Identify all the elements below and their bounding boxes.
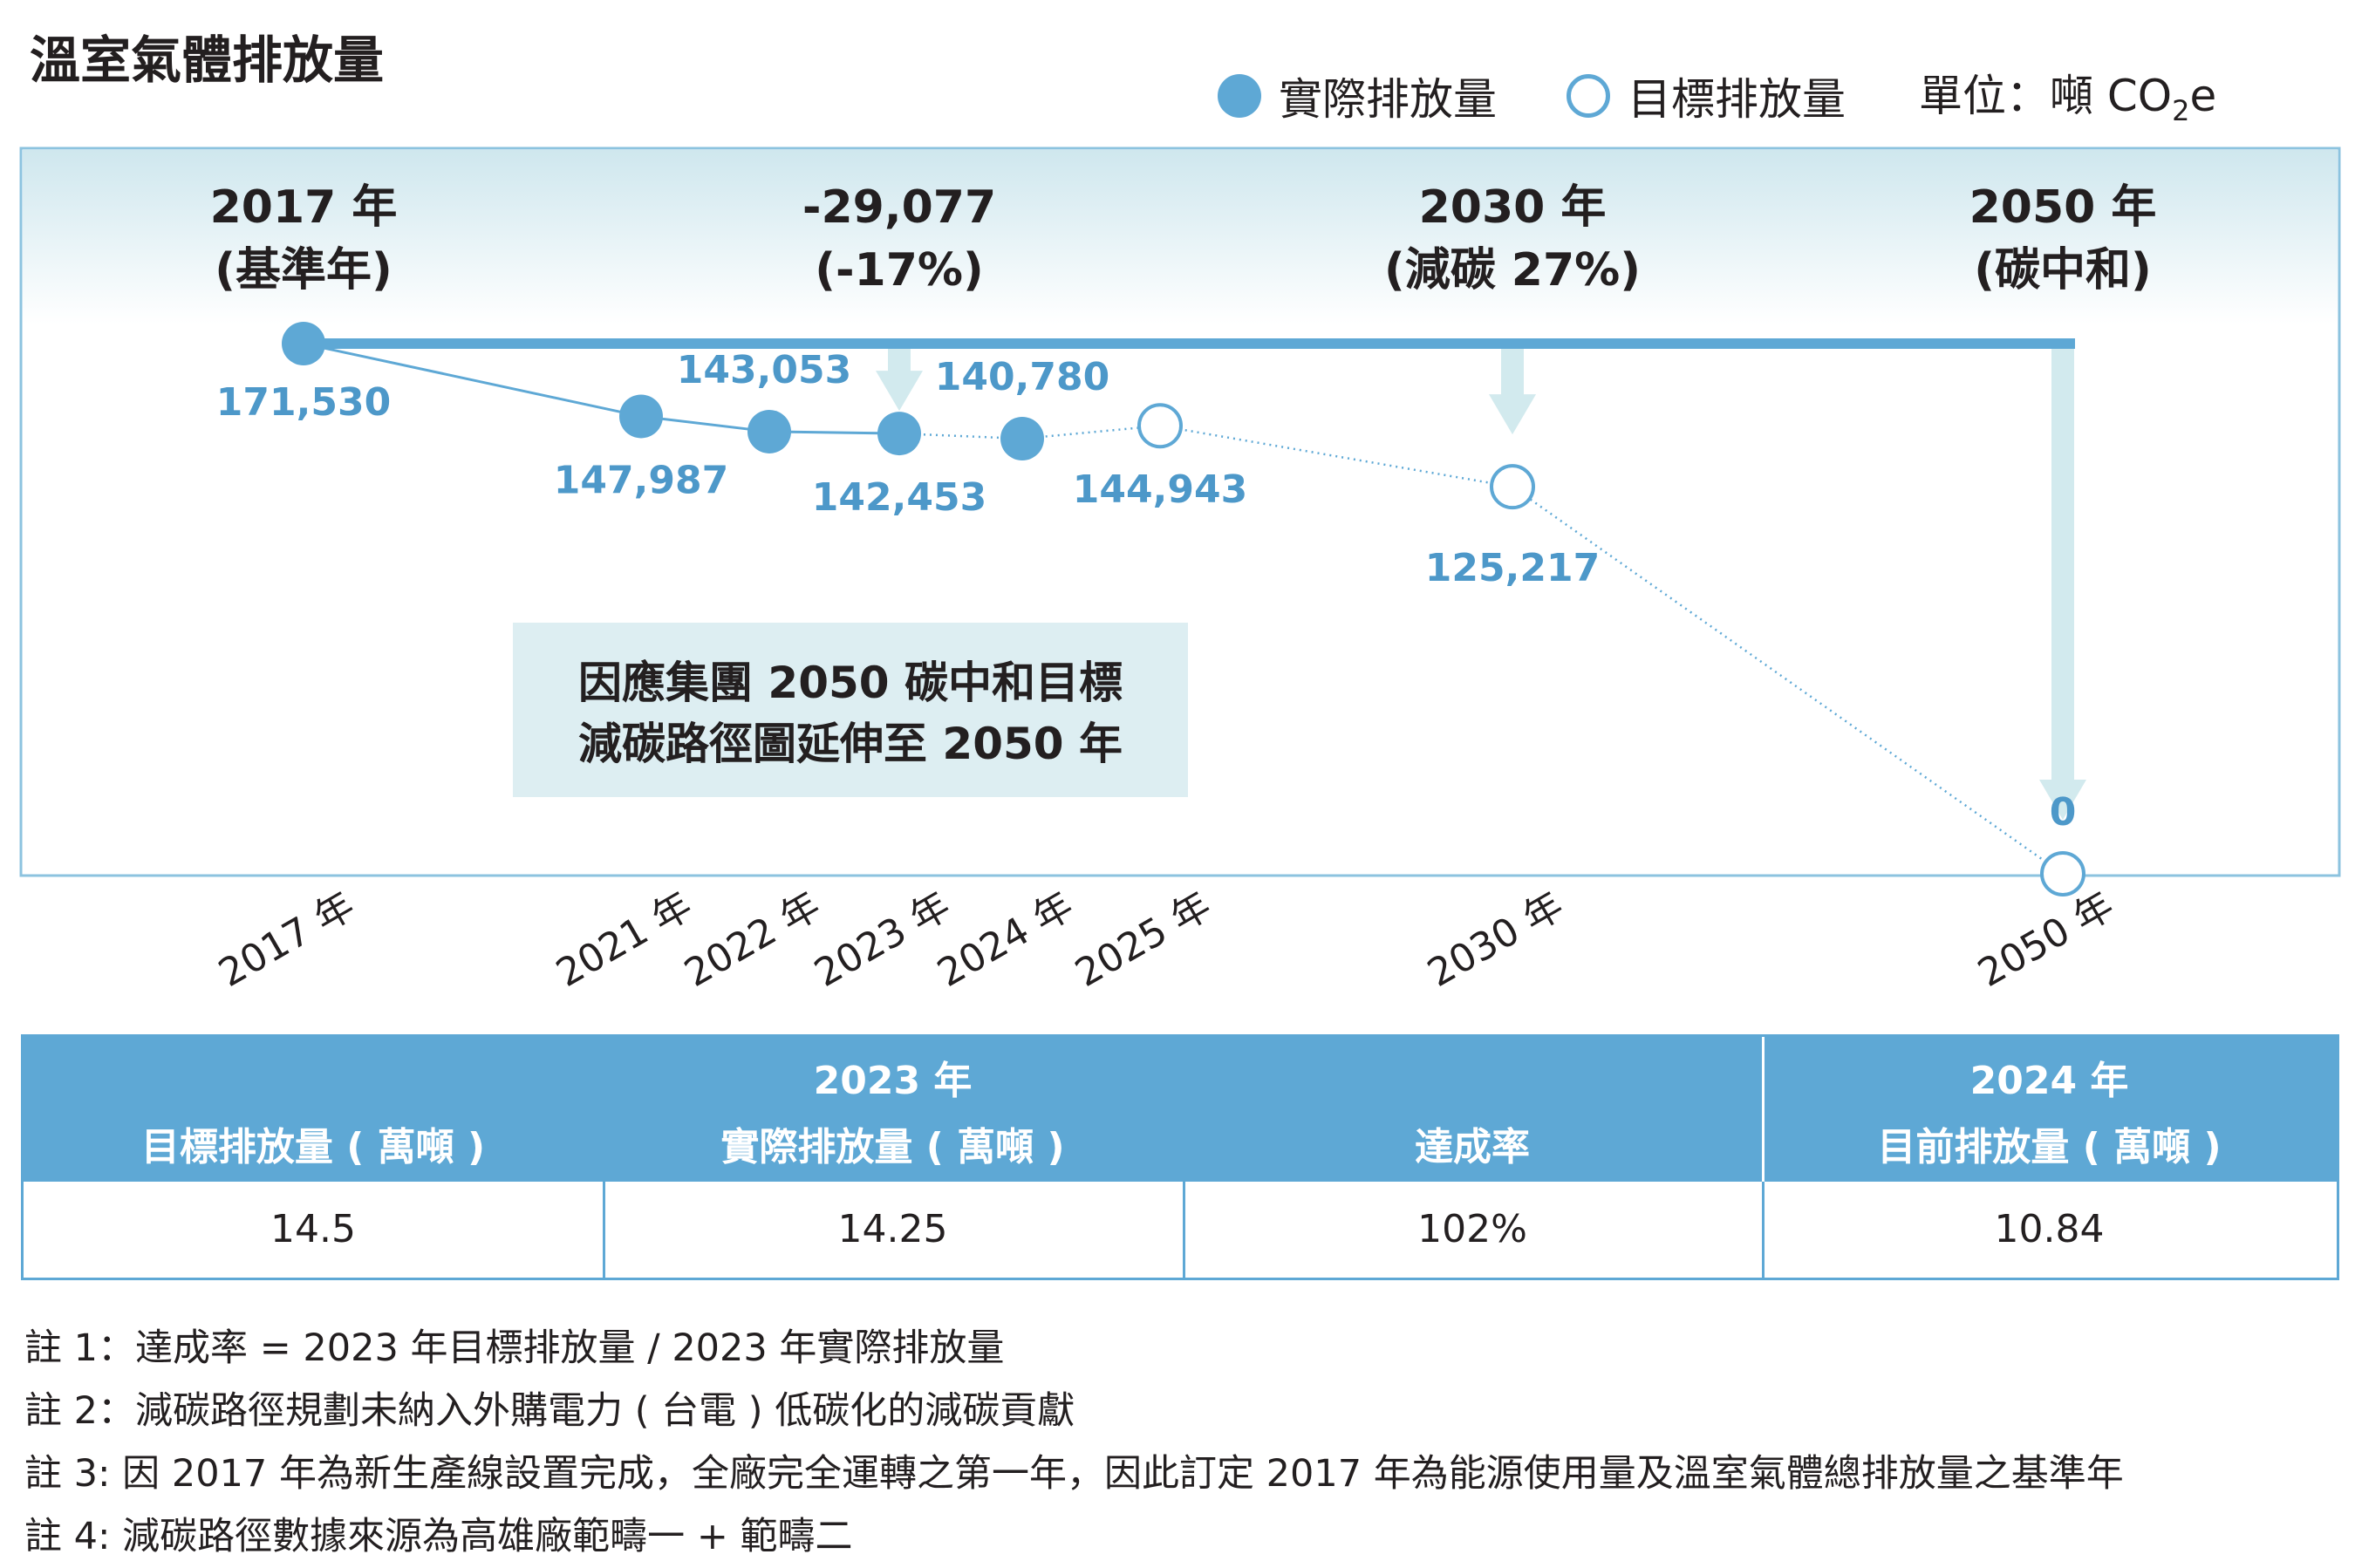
annotation-box	[513, 623, 1188, 797]
target-point	[1137, 403, 1183, 449]
arrow-2030	[1489, 349, 1536, 435]
data-label: 144,943	[1073, 467, 1247, 512]
footnote-2: 註 2：減碳路徑規劃未納入外購電力 ( 台電 ) 低碳化的減碳貢獻	[24, 1389, 1075, 1433]
target-point	[2040, 851, 2085, 896]
row-divider	[603, 1182, 605, 1278]
row-divider	[1762, 1182, 1765, 1278]
x-tick-label: 2024 年	[930, 883, 1081, 996]
row-divider	[1183, 1182, 1185, 1278]
filled-circle-icon	[1218, 74, 1261, 118]
x-tick-label: 2017 年	[211, 883, 362, 996]
summary-table: 2023 年 2024 年 目標排放量 ( 萬噸 ) 實際排放量 ( 萬噸 ) …	[21, 1034, 2339, 1280]
actual-point	[747, 409, 791, 453]
header-divider	[1762, 1037, 1765, 1182]
annotation-line: 因應集團 2050 碳中和目標	[578, 658, 1123, 708]
actual-point	[1000, 416, 1044, 460]
data-label: 125,217	[1425, 546, 1600, 590]
footnote-3: 註 3: 因 2017 年為新生產線設置完成，全廠完全運轉之第一年，因此訂定 2…	[24, 1452, 2124, 1496]
group-header-2023: 2023 年	[813, 1059, 973, 1103]
target-point	[1490, 464, 1535, 510]
footnote-1: 註 1：達成率 = 2023 年目標排放量 / 2023 年實際排放量	[24, 1326, 1005, 1370]
milestone-label: 2030 年 (減碳 27%)	[1384, 181, 1641, 297]
actual-series-line	[303, 342, 900, 435]
milestone-line1: 2030 年	[1419, 181, 1607, 234]
legend-actual: 實際排放量	[1218, 61, 1497, 131]
arrow-head	[2039, 780, 2086, 820]
x-tick-label: 2022 年	[677, 883, 828, 996]
milestone-label: 2017 年 (基準年)	[210, 181, 398, 297]
group-header-2024: 2024 年	[1969, 1059, 2129, 1103]
header-actual: 實際排放量 ( 萬噸 )	[720, 1125, 1065, 1169]
x-tick-label: 2023 年	[807, 883, 958, 996]
milestone-line1: -29,077	[802, 181, 996, 234]
milestone-line2: (基準年)	[215, 244, 392, 297]
table-header: 2023 年 2024 年 目標排放量 ( 萬噸 ) 實際排放量 ( 萬噸 ) …	[24, 1037, 2337, 1182]
annotation-line: 減碳路徑圖延伸至 2050 年	[578, 719, 1123, 769]
data-label: 143,053	[677, 348, 851, 392]
footnote-4: 註 4: 減碳路徑數據來源為高雄廠範疇一 + 範疇二	[24, 1515, 853, 1558]
milestone-label: -29,077 (-17%)	[802, 181, 996, 297]
milestone-line2: (減碳 27%)	[1384, 244, 1641, 297]
milestone-line2: (碳中和)	[1974, 244, 2152, 297]
x-tick-label: 2030 年	[1420, 883, 1571, 996]
milestone-line1: 2050 年	[1969, 181, 2157, 234]
actual-point	[877, 412, 921, 456]
x-tick-label: 2021 年	[549, 883, 700, 996]
legend-target: 目標排放量	[1567, 61, 1846, 131]
arrow-head	[876, 371, 923, 412]
cell-current: 10.84	[1994, 1207, 2105, 1251]
hollow-circle-icon	[1567, 74, 1610, 118]
header-achievement: 達成率	[1415, 1125, 1530, 1169]
arrow-shaft	[1501, 349, 1524, 400]
legend-actual-label: 實際排放量	[1279, 74, 1497, 125]
milestone-line1: 2017 年	[210, 181, 398, 234]
data-label: 0	[2050, 790, 2077, 835]
actual-point	[619, 394, 663, 439]
data-label: 142,453	[812, 475, 986, 520]
header-band	[23, 150, 2338, 324]
footnotes: 註 1：達成率 = 2023 年目標排放量 / 2023 年實際排放量 註 2：…	[24, 1317, 2124, 1568]
milestone-line2: (-17%)	[815, 244, 984, 297]
x-tick-label: 2025 年	[1068, 883, 1218, 996]
page-title: 溫室氣體排放量	[30, 31, 385, 90]
data-label: 140,780	[935, 355, 1109, 399]
header-target: 目標排放量 ( 萬噸 )	[140, 1125, 486, 1169]
data-label: 171,530	[216, 380, 391, 425]
legend-target-label: 目標排放量	[1628, 74, 1846, 125]
cell-actual: 14.25	[837, 1207, 948, 1251]
actual-point	[282, 322, 325, 365]
emission-chart: 171,530 147,987 143,053 142,453 140,780 144,9…	[19, 147, 2341, 996]
arrow-2050	[2039, 349, 2086, 820]
table-row: 14.5 14.25 102% 10.84	[24, 1182, 2337, 1278]
arrow-head	[1489, 394, 1536, 435]
milestone-label: 2050 年 (碳中和)	[1969, 181, 2157, 297]
cell-target: 14.5	[270, 1207, 356, 1251]
x-tick-label: 2050 年	[1970, 883, 2121, 996]
unit-label: 單位：噸 CO2e	[1919, 71, 2217, 127]
target-series-line	[898, 424, 2064, 876]
data-label: 147,987	[554, 458, 728, 502]
arrow-2023	[876, 349, 923, 412]
arrow-shaft	[2051, 349, 2074, 785]
cell-achievement: 102%	[1417, 1207, 1527, 1251]
header-current: 目前排放量 ( 萬噸 )	[1877, 1125, 2222, 1169]
